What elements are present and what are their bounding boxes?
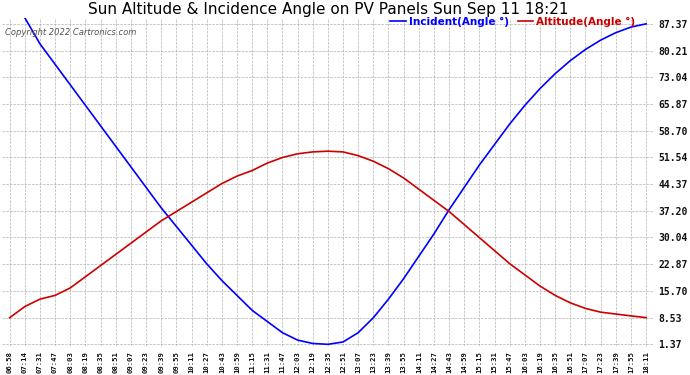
Altitude(Angle °)	[627, 314, 635, 318]
Altitude(Angle °)	[112, 252, 120, 257]
Incident(Angle °)	[21, 15, 29, 20]
Altitude(Angle °)	[217, 182, 226, 186]
Altitude(Angle °)	[642, 315, 650, 320]
Incident(Angle °)	[293, 338, 302, 342]
Incident(Angle °)	[475, 163, 484, 167]
Altitude(Angle °)	[430, 198, 438, 202]
Incident(Angle °)	[308, 341, 317, 346]
Altitude(Angle °)	[339, 150, 347, 154]
Altitude(Angle °)	[66, 286, 75, 290]
Altitude(Angle °)	[51, 293, 59, 298]
Incident(Angle °)	[627, 25, 635, 29]
Incident(Angle °)	[36, 42, 44, 46]
Altitude(Angle °)	[596, 310, 604, 314]
Altitude(Angle °)	[582, 306, 590, 310]
Incident(Angle °)	[551, 71, 560, 76]
Altitude(Angle °)	[81, 274, 90, 279]
Incident(Angle °)	[566, 58, 575, 63]
Incident(Angle °)	[127, 165, 135, 169]
Altitude(Angle °)	[21, 304, 29, 309]
Altitude(Angle °)	[354, 153, 362, 158]
Altitude(Angle °)	[551, 293, 560, 298]
Incident(Angle °)	[491, 142, 499, 147]
Incident(Angle °)	[51, 62, 59, 67]
Incident(Angle °)	[278, 330, 286, 335]
Altitude(Angle °)	[506, 261, 514, 266]
Altitude(Angle °)	[157, 219, 166, 223]
Incident(Angle °)	[582, 47, 590, 52]
Altitude(Angle °)	[278, 155, 286, 160]
Incident(Angle °)	[142, 185, 150, 190]
Incident(Angle °)	[263, 319, 271, 324]
Incident(Angle °)	[217, 278, 226, 283]
Altitude(Angle °)	[521, 273, 529, 277]
Incident(Angle °)	[112, 144, 120, 148]
Altitude(Angle °)	[142, 230, 150, 234]
Incident(Angle °)	[430, 232, 438, 236]
Altitude(Angle °)	[263, 161, 271, 165]
Incident(Angle °)	[172, 224, 181, 229]
Altitude(Angle °)	[293, 152, 302, 156]
Altitude(Angle °)	[172, 209, 181, 214]
Altitude(Angle °)	[536, 284, 544, 288]
Altitude(Angle °)	[248, 168, 256, 173]
Incident(Angle °)	[324, 342, 332, 346]
Incident(Angle °)	[415, 254, 423, 258]
Incident(Angle °)	[339, 340, 347, 344]
Incident(Angle °)	[611, 30, 620, 35]
Incident(Angle °)	[354, 330, 362, 335]
Incident(Angle °)	[400, 276, 408, 281]
Incident(Angle °)	[521, 103, 529, 108]
Altitude(Angle °)	[97, 263, 105, 268]
Altitude(Angle °)	[308, 150, 317, 154]
Text: Copyright 2022 Cartronics.com: Copyright 2022 Cartronics.com	[6, 28, 137, 37]
Altitude(Angle °)	[475, 236, 484, 240]
Altitude(Angle °)	[233, 174, 241, 178]
Altitude(Angle °)	[127, 241, 135, 246]
Incident(Angle °)	[460, 185, 469, 190]
Altitude(Angle °)	[202, 190, 210, 195]
Altitude(Angle °)	[6, 315, 14, 320]
Altitude(Angle °)	[491, 248, 499, 253]
Legend: Incident(Angle °), Altitude(Angle °): Incident(Angle °), Altitude(Angle °)	[391, 17, 635, 27]
Altitude(Angle °)	[188, 200, 196, 204]
Incident(Angle °)	[369, 315, 377, 320]
Line: Altitude(Angle °): Altitude(Angle °)	[10, 151, 646, 318]
Incident(Angle °)	[157, 206, 166, 210]
Altitude(Angle °)	[324, 149, 332, 153]
Incident(Angle °)	[384, 297, 393, 302]
Altitude(Angle °)	[384, 166, 393, 171]
Altitude(Angle °)	[369, 159, 377, 164]
Altitude(Angle °)	[445, 209, 453, 214]
Incident(Angle °)	[642, 22, 650, 26]
Altitude(Angle °)	[400, 176, 408, 180]
Line: Incident(Angle °): Incident(Angle °)	[10, 0, 646, 344]
Altitude(Angle °)	[36, 297, 44, 302]
Altitude(Angle °)	[460, 222, 469, 227]
Incident(Angle °)	[596, 38, 604, 42]
Incident(Angle °)	[81, 103, 90, 108]
Incident(Angle °)	[506, 122, 514, 126]
Altitude(Angle °)	[611, 312, 620, 316]
Incident(Angle °)	[445, 207, 453, 212]
Incident(Angle °)	[202, 261, 210, 266]
Title: Sun Altitude & Incidence Angle on PV Panels Sun Sep 11 18:21: Sun Altitude & Incidence Angle on PV Pan…	[88, 2, 568, 17]
Incident(Angle °)	[66, 82, 75, 87]
Incident(Angle °)	[233, 293, 241, 298]
Incident(Angle °)	[97, 124, 105, 128]
Incident(Angle °)	[188, 243, 196, 248]
Incident(Angle °)	[248, 308, 256, 312]
Incident(Angle °)	[536, 86, 544, 91]
Altitude(Angle °)	[566, 301, 575, 305]
Altitude(Angle °)	[415, 187, 423, 191]
